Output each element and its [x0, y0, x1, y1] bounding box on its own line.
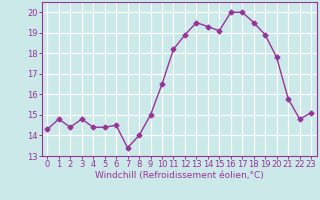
X-axis label: Windchill (Refroidissement éolien,°C): Windchill (Refroidissement éolien,°C) — [95, 171, 264, 180]
